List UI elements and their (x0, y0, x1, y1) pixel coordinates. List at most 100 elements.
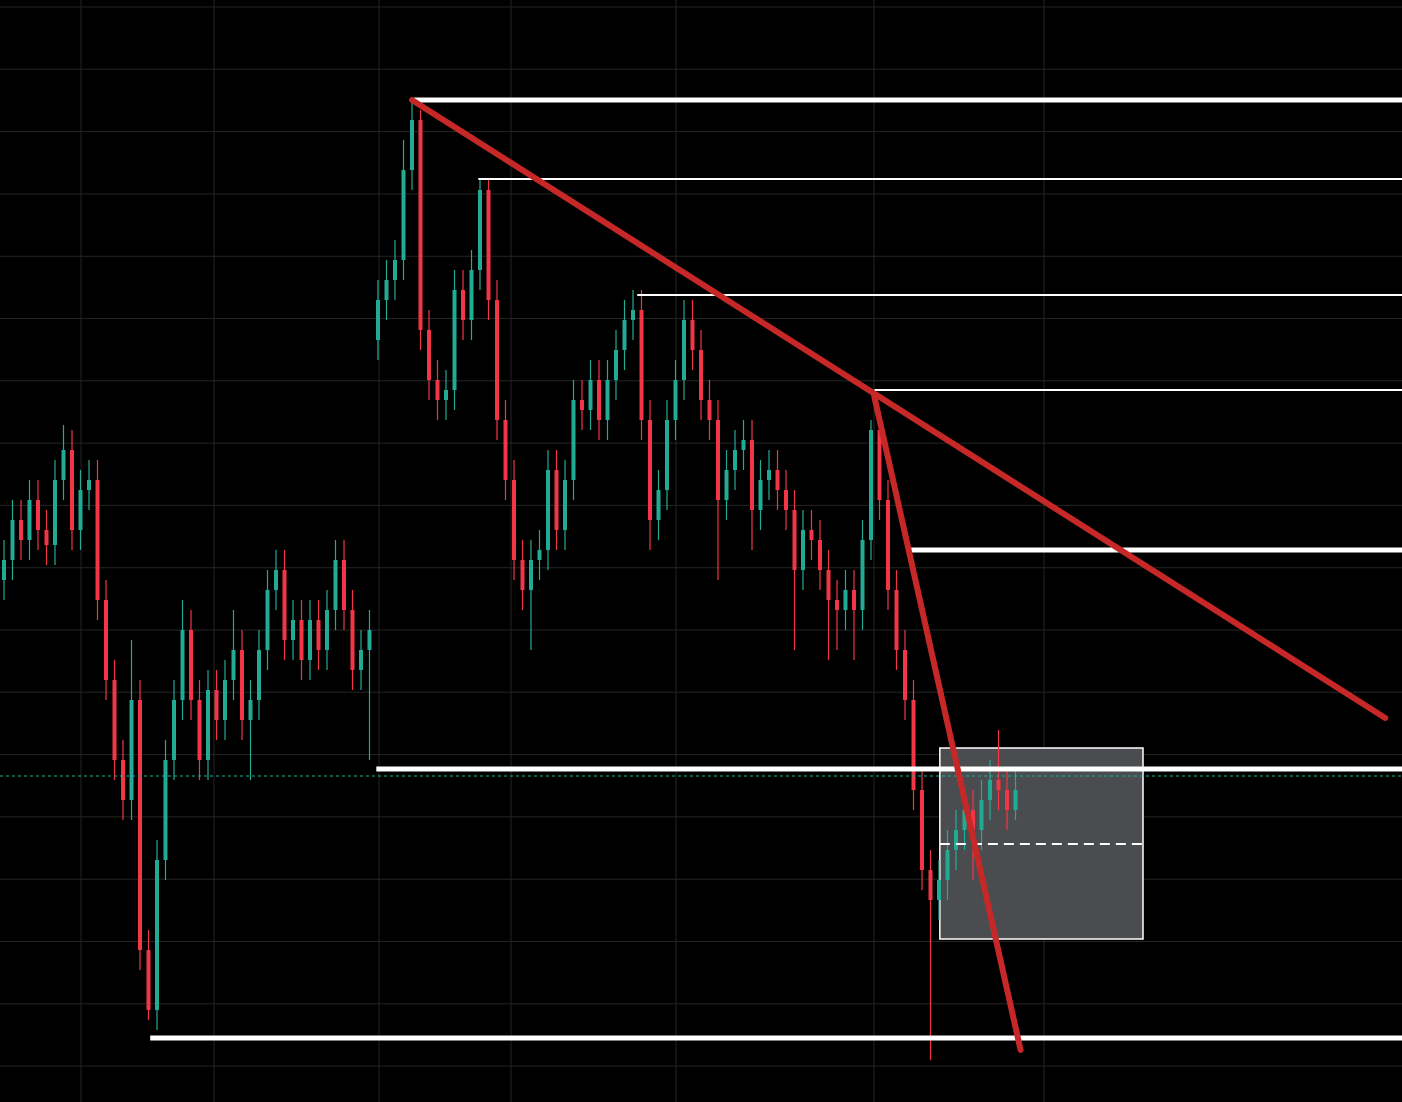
candle-body (486, 190, 491, 300)
candle-body (121, 760, 125, 800)
candle-body (920, 790, 924, 870)
candle-body (996, 780, 1001, 790)
candle-body (767, 470, 771, 480)
candle-body (172, 700, 176, 760)
candle-body (529, 560, 533, 590)
candle-body (605, 380, 610, 420)
candle-body (410, 120, 414, 170)
candle-body (427, 330, 431, 380)
candle-body (937, 880, 941, 900)
candle-body (444, 390, 448, 400)
candle-body (197, 700, 202, 760)
candle-body (911, 700, 916, 790)
candle-body (988, 780, 992, 800)
candle-body (741, 440, 746, 450)
candle-body (384, 280, 389, 300)
candle-body (860, 540, 865, 610)
candle-body (27, 500, 32, 540)
trendline (409, 97, 1389, 721)
candle-body (954, 830, 958, 850)
candle-body (2, 560, 6, 580)
candle-body (571, 400, 576, 480)
candle-body (189, 630, 193, 700)
candle-body (801, 530, 805, 570)
candle-body (155, 860, 159, 1010)
candle-body (401, 170, 406, 260)
candle-body (367, 630, 372, 650)
candle-body (223, 680, 227, 720)
candle-body (750, 440, 754, 510)
candle-body (180, 630, 185, 700)
candle-body (333, 560, 338, 610)
candle-body (733, 450, 737, 470)
candle-body (869, 430, 873, 540)
candle-body (656, 490, 661, 520)
candle-body (138, 700, 142, 950)
candle-body (682, 320, 686, 380)
candle-body (469, 270, 474, 320)
candle-body (597, 380, 601, 420)
candle-body (112, 680, 117, 760)
candle-body (614, 350, 618, 380)
candle-body (792, 510, 797, 570)
candle-body (673, 380, 678, 420)
candle-body (716, 420, 720, 500)
candle-body (70, 450, 74, 530)
candle-body (214, 690, 219, 720)
candle-body (945, 850, 950, 880)
candle-body (248, 700, 253, 720)
trendline (870, 392, 1024, 1053)
candle-body (495, 300, 499, 420)
candle-body (903, 650, 907, 700)
candle-body (852, 590, 856, 610)
candle-body (877, 430, 882, 500)
candle-body (316, 620, 321, 650)
candle-body (699, 350, 703, 400)
candle-body (1013, 790, 1018, 810)
candle-body (61, 450, 66, 480)
candle-body (146, 950, 151, 1010)
candle-body (265, 590, 270, 650)
candle-body (554, 470, 559, 530)
candle-body (622, 320, 627, 350)
candle-body (707, 400, 712, 420)
candle-body (520, 560, 525, 590)
candle-body (665, 420, 669, 490)
candle-body (775, 470, 780, 490)
candle-body (818, 540, 822, 570)
candle-body (690, 320, 695, 350)
candle-body (435, 380, 440, 400)
candle-body (461, 290, 465, 320)
candle-body (724, 470, 729, 500)
candle-body (979, 800, 984, 830)
candle-body (87, 480, 91, 490)
candle-body (393, 260, 397, 280)
candle-body (291, 620, 295, 640)
candle-body (588, 380, 593, 410)
candle-body (563, 480, 567, 530)
candle-body (452, 290, 457, 390)
candle-body (809, 530, 814, 540)
candle-body (231, 650, 236, 680)
candle-body (19, 520, 23, 540)
candle-body (163, 760, 168, 860)
candle-body (418, 120, 423, 330)
candle-body (546, 470, 550, 550)
candle-body (962, 810, 967, 830)
candle-body (274, 570, 278, 590)
candle-body (342, 560, 346, 610)
candle-body (639, 310, 644, 420)
candle-body (104, 600, 108, 680)
candle-body (308, 620, 312, 660)
candle-body (537, 550, 542, 560)
candle-body (648, 420, 652, 520)
candle-body (478, 190, 482, 270)
candle-body (835, 600, 839, 610)
candle-body (843, 590, 848, 610)
candle-body (894, 590, 899, 650)
candle-body (95, 480, 100, 600)
candle-body (299, 620, 304, 660)
candle-body (359, 650, 363, 670)
candle-body (580, 400, 584, 410)
